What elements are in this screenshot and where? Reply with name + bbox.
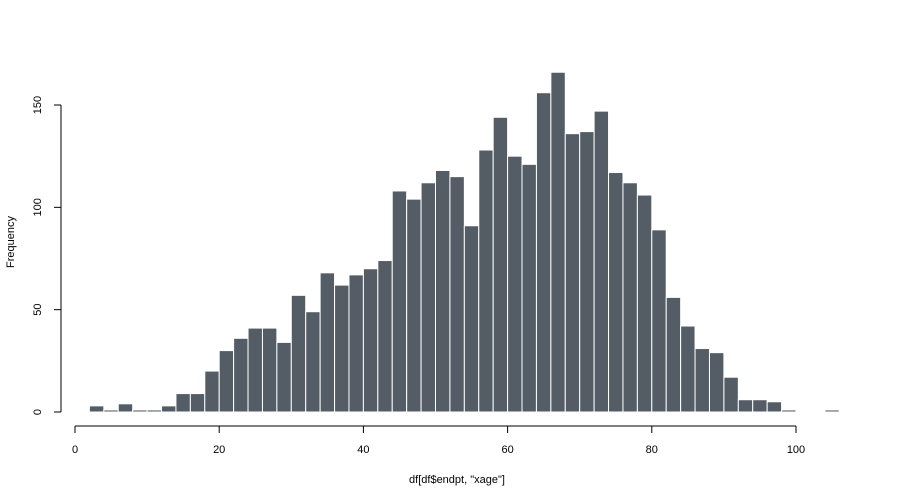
histogram-bar [723, 376, 739, 413]
x-tick-label: 60 [501, 444, 513, 456]
histogram-bar [535, 92, 552, 413]
histogram-bar [694, 348, 710, 413]
histogram-bar [824, 409, 840, 413]
histogram-bar [146, 409, 163, 413]
histogram-bar [463, 225, 480, 413]
x-tick-label: 100 [787, 444, 805, 456]
histogram-bar [247, 327, 263, 413]
histogram-bar [622, 182, 638, 413]
histogram-bar [233, 337, 249, 413]
histogram-bar [766, 401, 783, 413]
histogram-bar [348, 274, 364, 413]
histogram-bar [117, 403, 134, 413]
histogram-bar [204, 370, 220, 413]
histogram-bar [579, 131, 595, 413]
histogram-bar [362, 268, 379, 413]
histogram-bar [478, 149, 494, 413]
histogram-bar [708, 352, 725, 413]
histogram-bar [420, 182, 436, 413]
x-tick-label: 20 [213, 444, 225, 456]
histogram-bar [334, 284, 350, 413]
histogram-bar [680, 325, 696, 413]
y-axis-title: Frequency [5, 216, 17, 268]
histogram-bar [103, 409, 119, 413]
x-tick-label: 0 [72, 444, 78, 456]
histogram-bar [377, 260, 393, 413]
histogram-bar [521, 163, 537, 413]
histogram-bar [507, 155, 523, 413]
histogram-bar [449, 176, 465, 413]
histogram-bars [88, 71, 840, 413]
y-tick-label: 0 [32, 409, 44, 415]
histogram-bar [161, 405, 177, 413]
histogram-bar [175, 393, 191, 413]
histogram-bar [608, 172, 624, 413]
histogram-bar [261, 327, 278, 413]
histogram-bar [665, 296, 682, 413]
x-tick-label: 80 [646, 444, 658, 456]
histogram-bar [406, 198, 422, 413]
histogram-bar [737, 399, 754, 413]
y-axis: 0 50 100 150 [32, 96, 62, 415]
histogram-bar [218, 350, 235, 413]
y-tick-label: 150 [32, 96, 44, 114]
histogram-bar [290, 294, 307, 413]
histogram-bar [435, 169, 451, 413]
y-tick-label: 50 [32, 304, 44, 316]
histogram-bar [305, 311, 321, 413]
histogram-bar [319, 272, 336, 413]
histogram-bar [189, 393, 206, 413]
histogram-bar [88, 405, 105, 413]
histogram-bar [550, 71, 566, 413]
histogram-bar [492, 116, 509, 413]
histogram-bar [132, 409, 148, 413]
histogram-bar [564, 133, 581, 413]
y-tick-label: 100 [32, 198, 44, 216]
histogram-bar [781, 409, 797, 413]
x-tick-label: 40 [357, 444, 369, 456]
x-axis-title: df[df$endpt, "xage"] [409, 474, 505, 486]
histogram-bar [636, 194, 653, 413]
histogram-bar [276, 341, 292, 413]
x-axis: 0 20 40 60 80 100 [72, 425, 805, 456]
histogram-bar [593, 110, 610, 413]
histogram-bar [651, 229, 667, 413]
histogram-bar [391, 190, 408, 413]
histogram-bar [752, 399, 768, 413]
